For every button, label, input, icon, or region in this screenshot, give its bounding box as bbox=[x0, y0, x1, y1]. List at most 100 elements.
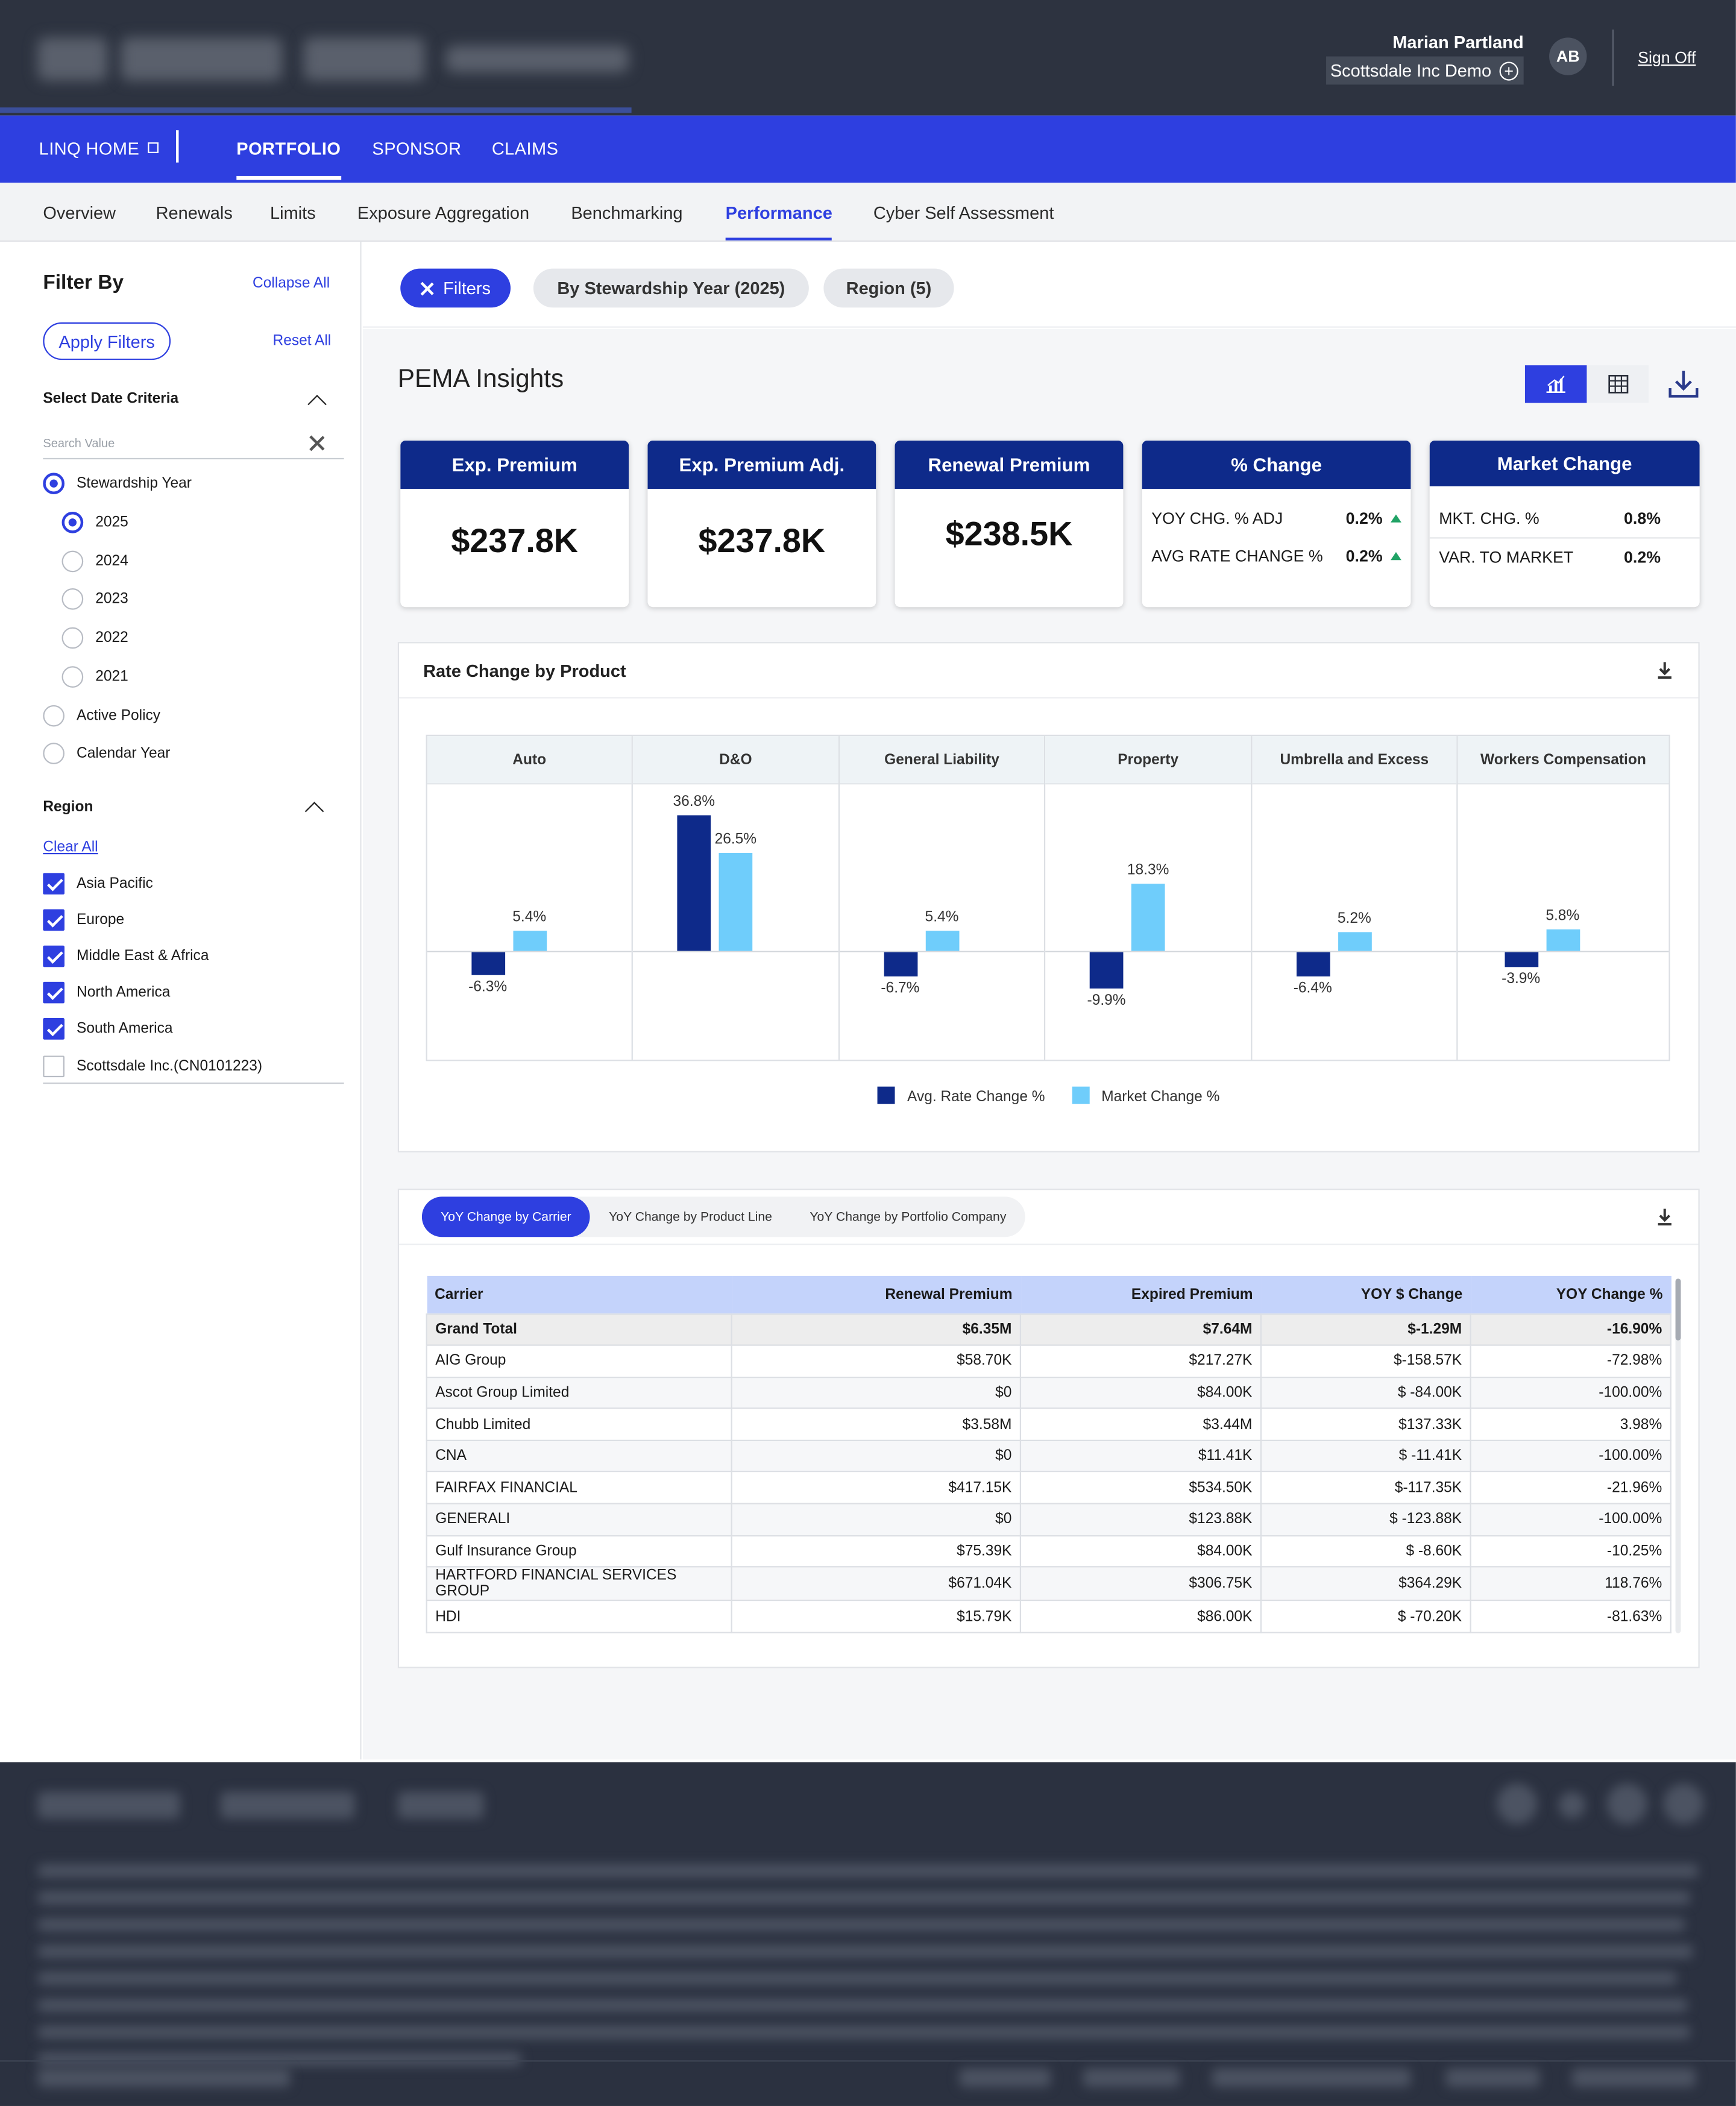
sign-off-link[interactable]: Sign Off bbox=[1638, 48, 1696, 68]
table-row[interactable]: CNA $0 $11.41K $ -11.41K -100.00% bbox=[426, 1439, 1672, 1473]
bar-avg-rate-change[interactable] bbox=[1504, 952, 1538, 967]
download-icon[interactable] bbox=[1655, 1207, 1674, 1226]
apply-filters-button[interactable]: Apply Filters bbox=[43, 322, 171, 360]
radio-stewardship-year[interactable]: Stewardship Year bbox=[43, 473, 192, 495]
table-view-button[interactable] bbox=[1587, 365, 1649, 403]
checkbox-south-america[interactable]: South America bbox=[43, 1018, 173, 1040]
chevron-up-icon[interactable] bbox=[307, 394, 327, 414]
table-cell: $671.04K bbox=[731, 1566, 1022, 1602]
bar-avg-rate-change[interactable] bbox=[1089, 952, 1124, 989]
tab-yoy-by-product-line[interactable]: YoY Change by Product Line bbox=[609, 1209, 772, 1225]
radio-indicator bbox=[43, 743, 64, 764]
table-row[interactable]: AIG Group $58.70K $217.27K $-158.57K -72.98% bbox=[426, 1344, 1672, 1378]
nav-sponsor[interactable]: SPONSOR bbox=[372, 138, 462, 159]
region-chip[interactable]: Region (5) bbox=[823, 268, 954, 308]
chart-view-button[interactable] bbox=[1524, 365, 1587, 403]
radio-2021[interactable]: 2021 bbox=[61, 666, 128, 688]
bar-avg-rate-change[interactable] bbox=[677, 815, 711, 951]
panel-header bbox=[399, 1190, 1699, 1245]
company-switcher[interactable]: Scottsdale Inc Demo + bbox=[1326, 56, 1524, 85]
stewardship-year-chip[interactable]: By Stewardship Year (2025) bbox=[533, 268, 809, 308]
column-header[interactable]: YOY $ Change bbox=[1260, 1275, 1471, 1314]
bar-value-label: -6.7% bbox=[881, 981, 920, 998]
chevron-up-icon[interactable] bbox=[304, 802, 324, 821]
tab-performance[interactable]: Performance bbox=[725, 203, 833, 240]
clear-all-link[interactable]: Clear All bbox=[43, 839, 98, 856]
filters-chip-label: Filters bbox=[443, 278, 491, 298]
table-row[interactable]: FAIRFAX FINANCIAL $417.15K $534.50K $-117.3… bbox=[426, 1471, 1672, 1504]
checkbox-asia-pacific[interactable]: Asia Pacific bbox=[43, 873, 153, 895]
tab-yoy-by-portfolio-company[interactable]: YoY Change by Portfolio Company bbox=[810, 1209, 1007, 1225]
column-header[interactable]: YOY Change % bbox=[1470, 1275, 1671, 1314]
chart-icon bbox=[1546, 376, 1565, 394]
table-row[interactable]: Gulf Insurance Group $75.39K $84.00K $ -8.6… bbox=[426, 1535, 1672, 1568]
bar-value-label: 5.2% bbox=[1337, 910, 1371, 926]
bar-avg-rate-change[interactable] bbox=[883, 952, 917, 977]
kpi-card-title: % Change bbox=[1142, 440, 1411, 489]
collapse-all-link[interactable]: Collapse All bbox=[253, 275, 330, 292]
bar-market-change[interactable] bbox=[719, 853, 753, 951]
column-header[interactable]: Carrier bbox=[426, 1275, 732, 1314]
radio-calendar-year[interactable]: Calendar Year bbox=[43, 743, 170, 764]
table-row[interactable]: Chubb Limited $3.58M $3.44M $137.33K 3.98% bbox=[426, 1407, 1672, 1441]
table-scrollbar[interactable] bbox=[1675, 1278, 1681, 1633]
kpi-card-renewal-premium: Renewal Premium $238.5K bbox=[895, 440, 1124, 608]
checkbox-north-america[interactable]: North America bbox=[43, 981, 170, 1004]
tab-yoy-by-carrier[interactable]: YoY Change by Carrier bbox=[421, 1196, 590, 1237]
download-icon[interactable] bbox=[1667, 368, 1699, 400]
radio-2025[interactable]: 2025 bbox=[61, 511, 128, 533]
radio-active-policy[interactable]: Active Policy bbox=[43, 705, 160, 727]
download-icon[interactable] bbox=[1655, 661, 1674, 679]
chart-facet: D&O 36.8% 26.5% bbox=[632, 736, 840, 1060]
bar-market-change[interactable] bbox=[512, 931, 547, 951]
add-circle-icon[interactable]: + bbox=[1499, 61, 1518, 80]
table-row[interactable]: HDI $15.79K $86.00K $ -70.20K -81.63% bbox=[426, 1600, 1672, 1633]
reset-all-link[interactable]: Reset All bbox=[272, 333, 332, 350]
bar-value-label: -6.4% bbox=[1293, 979, 1332, 996]
table-row[interactable]: GENERALI $0 $123.88K $ -123.88K -100.00% bbox=[426, 1503, 1672, 1536]
kpi-card-market-change: Market Change MKT. CHG. % 0.8% VAR. TO M… bbox=[1429, 440, 1700, 608]
bar-avg-rate-change[interactable] bbox=[1295, 952, 1330, 976]
table-row[interactable]: HARTFORD FINANCIAL SERVICES GROUP $671.04… bbox=[426, 1566, 1672, 1602]
radio-2022[interactable]: 2022 bbox=[61, 627, 128, 649]
column-header[interactable]: Expired Premium bbox=[1020, 1275, 1261, 1314]
checkbox-europe[interactable]: Europe bbox=[43, 909, 124, 931]
trend-up-icon bbox=[1391, 514, 1401, 523]
company-name: Scottsdale Inc Demo bbox=[1330, 60, 1492, 81]
table-cell: $0 bbox=[731, 1376, 1022, 1410]
region-title: Region bbox=[43, 799, 93, 816]
table-row[interactable]: Ascot Group Limited $0 $84.00K $ -84.00K -10… bbox=[426, 1376, 1672, 1410]
bar-avg-rate-change[interactable] bbox=[471, 952, 505, 976]
kpi-card-title: Market Change bbox=[1429, 440, 1700, 486]
scrollbar-thumb[interactable] bbox=[1675, 1278, 1681, 1341]
tab-cyber-self-assessment[interactable]: Cyber Self Assessment bbox=[873, 203, 1054, 223]
search-input[interactable]: Search Value bbox=[43, 430, 344, 460]
bar-market-change[interactable] bbox=[925, 931, 959, 951]
radio-2023[interactable]: 2023 bbox=[61, 588, 128, 610]
nav-linq-home[interactable]: LINQ HOME bbox=[39, 139, 159, 159]
table-cell: $417.15K bbox=[731, 1471, 1022, 1504]
clear-search-icon[interactable] bbox=[309, 435, 326, 451]
filters-chip[interactable]: Filters bbox=[400, 268, 511, 308]
checkbox-scottsdale-inc[interactable]: Scottsdale Inc.(CN0101223) bbox=[43, 1055, 262, 1078]
bar-market-change[interactable] bbox=[1337, 931, 1371, 951]
tab-exposure-aggregation[interactable]: Exposure Aggregation bbox=[357, 203, 530, 223]
table-cell: $75.39K bbox=[731, 1535, 1022, 1568]
bar-market-change[interactable] bbox=[1546, 929, 1580, 951]
column-header[interactable]: Renewal Premium bbox=[731, 1275, 1021, 1314]
radio-indicator bbox=[61, 588, 84, 610]
brand-logo bbox=[37, 37, 629, 81]
search-placeholder: Search Value bbox=[43, 436, 115, 450]
kpi-card-title: Renewal Premium bbox=[895, 440, 1124, 489]
bar-market-change[interactable] bbox=[1131, 883, 1165, 951]
tab-benchmarking[interactable]: Benchmarking bbox=[571, 203, 683, 223]
page-footer bbox=[0, 1762, 1736, 2106]
nav-portfolio[interactable]: PORTFOLIO bbox=[236, 138, 341, 180]
tab-limits[interactable]: Limits bbox=[270, 203, 316, 223]
tab-renewals[interactable]: Renewals bbox=[156, 203, 233, 223]
tab-overview[interactable]: Overview bbox=[43, 203, 116, 223]
avatar[interactable]: AB bbox=[1549, 37, 1587, 75]
radio-2024[interactable]: 2024 bbox=[61, 550, 128, 573]
nav-claims[interactable]: CLAIMS bbox=[491, 138, 559, 159]
checkbox-middle-east-africa[interactable]: Middle East & Africa bbox=[43, 945, 209, 967]
